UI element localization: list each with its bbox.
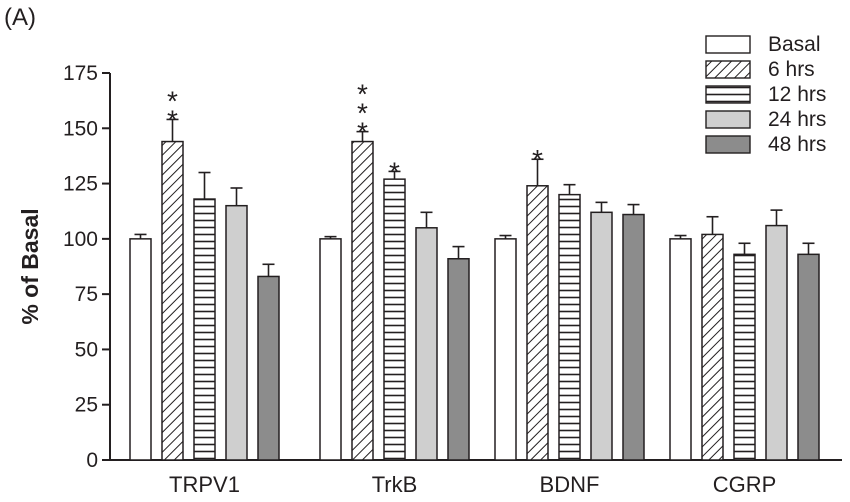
y-tick-label: 75	[75, 283, 98, 306]
y-axis-label: % of Basal	[17, 208, 43, 324]
x-tick-label: BDNF	[540, 472, 600, 497]
y-tick-label: 25	[75, 394, 98, 417]
bar-trpv1-24-hrs	[225, 204, 248, 461]
bar-trpv1-basal	[129, 238, 152, 461]
bar-bdnf-24-hrs	[590, 211, 613, 461]
bar-trkb-6-hrs	[351, 140, 374, 461]
bar-cgrp-6-hrs	[701, 233, 724, 461]
bar-trkb-basal	[319, 238, 342, 461]
significance-star: *	[532, 144, 543, 175]
bar-trkb-48-hrs	[447, 258, 470, 461]
significance-star: *	[167, 85, 178, 116]
y-tick-label: 100	[63, 228, 98, 251]
significance-star: *	[357, 98, 368, 129]
significance-star: *	[167, 104, 178, 135]
x-tick-label: TRPV1	[169, 472, 240, 497]
x-tick-label: CGRP	[713, 472, 777, 497]
legend-swatch	[705, 60, 751, 79]
legend-label: 12 hrs	[768, 83, 826, 106]
legend-label: Basal	[768, 33, 821, 56]
y-tick-label: 0	[86, 449, 98, 472]
bar-cgrp-48-hrs	[797, 253, 820, 461]
significance-star: *	[389, 156, 400, 187]
bar-bdnf-6-hrs	[526, 185, 549, 461]
legend-label: 6 hrs	[768, 58, 815, 81]
bar-trpv1-6-hrs	[161, 140, 184, 461]
x-tick-label: TrkB	[372, 472, 418, 497]
bar-bdnf-48-hrs	[622, 213, 645, 461]
y-tick-label: 150	[63, 117, 98, 140]
bar-cgrp-basal	[669, 238, 692, 461]
legend-swatch	[705, 135, 751, 154]
y-tick-label: 175	[63, 62, 98, 85]
bar-bdnf-12-hrs	[558, 193, 581, 461]
bar-trkb-24-hrs	[415, 227, 438, 461]
y-tick-label: 50	[75, 338, 98, 361]
legend-label: 24 hrs	[768, 108, 826, 131]
y-tick-label: 125	[63, 173, 98, 196]
legend-swatch	[705, 85, 751, 104]
bar-cgrp-24-hrs	[765, 224, 788, 461]
legend-swatch	[705, 110, 751, 129]
bar-trpv1-48-hrs	[257, 275, 280, 461]
panel-label: (A)	[4, 4, 36, 31]
legend-swatch	[705, 35, 751, 54]
bar-trpv1-12-hrs	[193, 198, 216, 461]
significance-star: *	[357, 79, 368, 110]
bar-trkb-12-hrs	[383, 178, 406, 461]
bar-cgrp-12-hrs	[733, 253, 756, 461]
legend-label: 48 hrs	[768, 133, 826, 156]
bar-bdnf-basal	[494, 238, 517, 461]
significance-star: *	[357, 117, 368, 148]
